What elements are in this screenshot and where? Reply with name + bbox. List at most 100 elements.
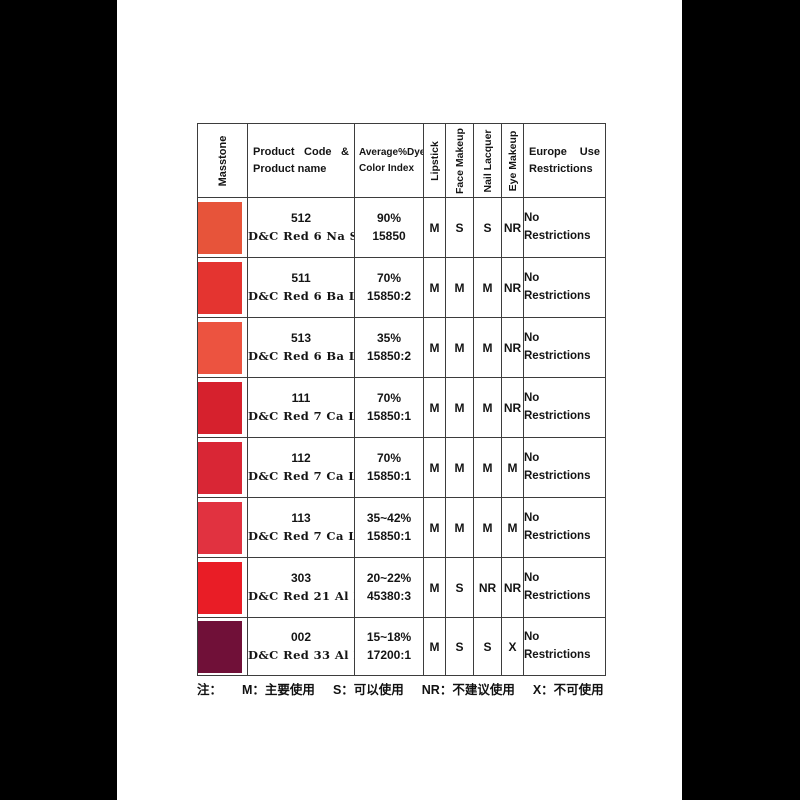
dye-percent: 70%: [376, 271, 402, 286]
masstone-cell: [197, 617, 248, 676]
face-makeup-value: S: [445, 557, 474, 618]
table-row: 513 D&C Red 6 Ba Lake 35% 15850:2 M M M …: [197, 317, 606, 378]
face-makeup-value: M: [445, 437, 474, 498]
masstone-cell: [197, 257, 248, 318]
product-code: 303: [290, 571, 312, 586]
dye-cell: 20~22% 45380:3: [354, 557, 424, 618]
table-row: 512 D&C Red 6 Na Salt 90% 15850 M S S NR…: [197, 197, 606, 258]
product-name: D&C Red 33 Al Lake: [248, 647, 354, 662]
dye-cell: 35% 15850:2: [354, 317, 424, 378]
europe-value: No Restrictions: [523, 557, 606, 618]
dye-percent: 15~18%: [366, 630, 412, 645]
product-header: Product Code & Product name: [247, 123, 355, 198]
masstone-header-label: Masstone: [216, 135, 229, 186]
table-row: 113 D&C Red 7 Ca Lake 35~42% 15850:1 M M…: [197, 497, 606, 558]
lipstick-value: M: [423, 257, 446, 318]
product-cell: 303 D&C Red 21 Al Lake: [247, 557, 355, 618]
product-cell: 002 D&C Red 33 Al Lake: [247, 617, 355, 676]
legend-prefix: 注：: [197, 683, 223, 697]
pigment-spec-table: Masstone Product Code & Product name Ave…: [197, 123, 606, 676]
masstone-swatch: [198, 261, 242, 314]
eye-makeup-value: NR: [501, 317, 524, 378]
product-code: 113: [291, 511, 311, 526]
dye-percent: 70%: [376, 391, 402, 406]
masstone-cell: [197, 197, 248, 258]
table-body: 512 D&C Red 6 Na Salt 90% 15850 M S S NR…: [197, 197, 606, 676]
masstone-swatch: [198, 321, 242, 374]
legend-item-nr: NR：不建议使用: [421, 683, 515, 697]
masstone-swatch: [198, 561, 242, 614]
face-makeup-value: M: [445, 317, 474, 378]
product-code: 111: [291, 391, 311, 406]
eye-makeup-value: NR: [501, 197, 524, 258]
europe-header-label: Europe Use Restrictions: [529, 146, 600, 175]
masstone-header: Masstone: [197, 123, 248, 198]
product-name: D&C Red 6 Na Salt: [248, 228, 354, 243]
product-cell: 113 D&C Red 7 Ca Lake: [247, 497, 355, 558]
lipstick-value: M: [423, 497, 446, 558]
europe-value: No Restrictions: [523, 437, 606, 498]
face-makeup-value: M: [445, 377, 474, 438]
dye-header: Average%Dye Color Index: [354, 123, 424, 198]
europe-value: No Restrictions: [523, 497, 606, 558]
nail-lacquer-value: M: [473, 257, 502, 318]
eye-makeup-value: NR: [501, 377, 524, 438]
lipstick-value: M: [423, 377, 446, 438]
dye-percent: 90%: [376, 211, 402, 226]
right-letterbox-bar: [682, 0, 800, 800]
nail-lacquer-value: M: [473, 497, 502, 558]
product-name: D&C Red 21 Al Lake: [248, 588, 354, 603]
table-row: 112 D&C Red 7 Ca Lake 70% 15850:1 M M M …: [197, 437, 606, 498]
color-index: 45380:3: [366, 588, 412, 603]
masstone-cell: [197, 437, 248, 498]
nail-lacquer-value: M: [473, 437, 502, 498]
europe-header: Europe Use Restrictions: [523, 123, 606, 198]
masstone-swatch: [198, 381, 242, 434]
face-makeup-header-label: Face Makeup: [453, 127, 466, 194]
product-cell: 112 D&C Red 7 Ca Lake: [247, 437, 355, 498]
color-index: 15850:2: [366, 348, 412, 363]
product-name: D&C Red 7 Ca Lake: [248, 408, 354, 423]
color-index: 15850:1: [366, 468, 412, 483]
europe-value: No Restrictions: [523, 197, 606, 258]
legend-item-m: M：主要使用: [242, 683, 315, 697]
color-index: 15850:1: [366, 408, 412, 423]
nail-lacquer-value: M: [473, 317, 502, 378]
table-row: 111 D&C Red 7 Ca Lake 70% 15850:1 M M M …: [197, 377, 606, 438]
product-code: 112: [291, 451, 311, 466]
lipstick-value: M: [423, 557, 446, 618]
dye-percent: 35~42%: [366, 511, 412, 526]
eye-makeup-value: M: [501, 437, 524, 498]
face-makeup-header: Face Makeup: [445, 123, 474, 198]
color-index: 15850:2: [366, 288, 412, 303]
dye-cell: 70% 15850:1: [354, 437, 424, 498]
europe-value: No Restrictions: [523, 257, 606, 318]
masstone-cell: [197, 497, 248, 558]
nail-lacquer-value: S: [473, 617, 502, 676]
masstone-cell: [197, 317, 248, 378]
legend-item-s: S：可以使用: [332, 683, 404, 697]
color-index: 15850:1: [366, 528, 412, 543]
lipstick-value: M: [423, 197, 446, 258]
masstone-swatch: [198, 201, 242, 254]
product-code: 513: [290, 331, 312, 346]
masstone-cell: [197, 377, 248, 438]
nail-lacquer-value: S: [473, 197, 502, 258]
lipstick-header-label: Lipstick: [428, 140, 441, 181]
product-header-label: Product Code & Product name: [253, 146, 349, 175]
face-makeup-value: M: [445, 257, 474, 318]
face-makeup-value: S: [445, 617, 474, 676]
dye-cell: 35~42% 15850:1: [354, 497, 424, 558]
product-cell: 513 D&C Red 6 Ba Lake: [247, 317, 355, 378]
masstone-swatch: [198, 501, 242, 554]
left-letterbox-bar: [0, 0, 117, 800]
table-row: 303 D&C Red 21 Al Lake 20~22% 45380:3 M …: [197, 557, 606, 618]
product-name: D&C Red 7 Ca Lake: [248, 468, 354, 483]
dye-percent: 20~22%: [366, 571, 412, 586]
lipstick-value: M: [423, 437, 446, 498]
table-row: 002 D&C Red 33 Al Lake 15~18% 17200:1 M …: [197, 617, 606, 676]
nail-lacquer-header: Nail Lacquer: [473, 123, 502, 198]
dye-percent: 35%: [376, 331, 402, 346]
dye-cell: 15~18% 17200:1: [354, 617, 424, 676]
europe-value: No Restrictions: [523, 377, 606, 438]
